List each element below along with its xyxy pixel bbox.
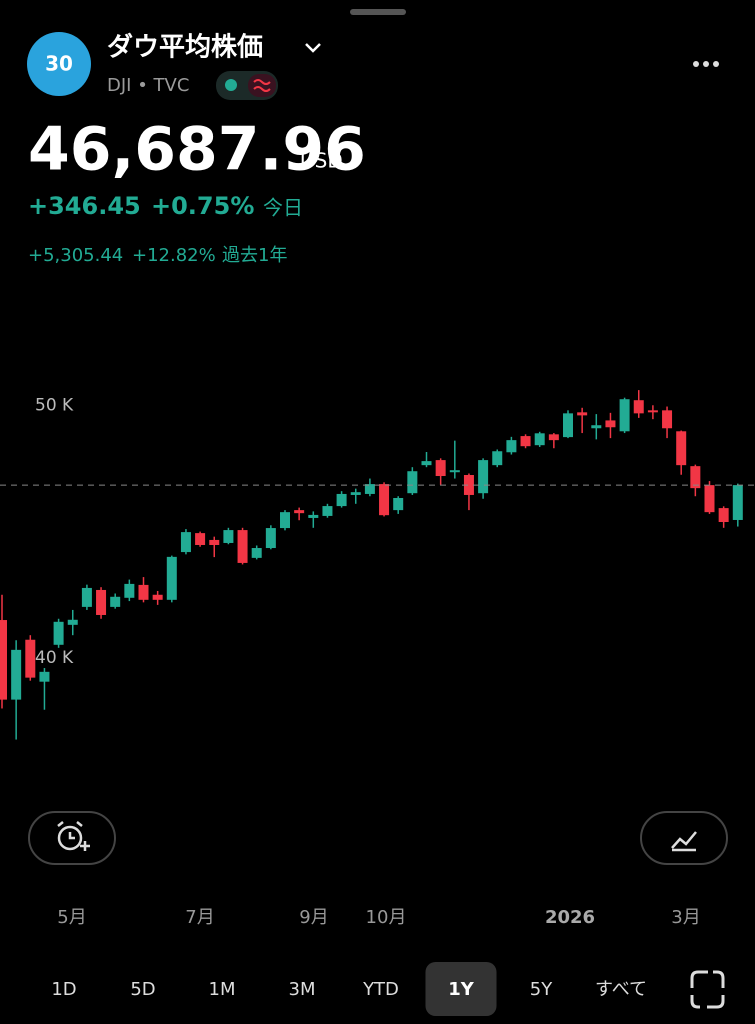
- candle-body: [407, 471, 418, 494]
- candle-body: [195, 533, 206, 545]
- candle-body: [506, 440, 517, 453]
- price: 46,687.96: [28, 115, 366, 185]
- candle-body: [449, 470, 460, 473]
- candle-body: [152, 594, 163, 600]
- chevron[interactable]: [305, 43, 321, 53]
- chart-style-icon: [671, 831, 697, 852]
- badge-text: 30: [45, 52, 73, 76]
- candle-body: [534, 433, 545, 446]
- candle-body: [435, 460, 446, 477]
- range-button[interactable]: 5Y: [530, 979, 553, 1000]
- candle-body: [520, 436, 531, 447]
- range-button[interactable]: 1D: [51, 979, 76, 1000]
- extended-icon: [253, 79, 271, 92]
- candle-body: [619, 399, 630, 432]
- range-button[interactable]: YTD: [362, 979, 399, 1000]
- exchange: DJI • TVC: [107, 75, 189, 96]
- range-button[interactable]: 1M: [209, 979, 236, 1000]
- symbol-title[interactable]: ダウ平均株価: [107, 32, 263, 63]
- fullscreen-button[interactable]: [690, 970, 725, 1009]
- candle-body: [591, 425, 602, 429]
- candle-body: [364, 484, 375, 494]
- candle-body: [223, 530, 234, 543]
- change: +346.45: [28, 192, 141, 220]
- x-tick-label: 2026: [545, 907, 595, 928]
- y-tick-label: 50 K: [35, 395, 74, 415]
- candle-body: [421, 461, 432, 466]
- candle-body: [336, 493, 347, 507]
- year-change: +5,305.44: [28, 245, 123, 266]
- range-button[interactable]: 1Y: [448, 979, 475, 1000]
- change-period: 今日: [263, 196, 303, 220]
- candle-body: [732, 485, 743, 520]
- plot: 40 K 50 K: [0, 390, 755, 740]
- candle-body: [25, 639, 36, 678]
- candle-body: [237, 530, 248, 563]
- currency: USD: [300, 149, 343, 173]
- candle-body: [605, 420, 616, 428]
- candle-body: [294, 510, 305, 514]
- market-dot: [225, 79, 237, 91]
- candle-body: [209, 539, 220, 545]
- change-pct: +0.75%: [151, 192, 254, 220]
- candle-body: [166, 556, 177, 600]
- candle-body: [67, 619, 78, 625]
- candle-body: [350, 492, 361, 495]
- candle-body: [393, 497, 404, 511]
- candle-body: [11, 649, 22, 700]
- x-tick-label: 9月: [299, 907, 328, 928]
- candle-body: [308, 514, 319, 518]
- range-button[interactable]: 5D: [130, 979, 155, 1000]
- candle-body: [124, 583, 135, 598]
- candle-body: [53, 621, 64, 645]
- y-tick-label: 40 K: [35, 648, 74, 668]
- candle-body: [548, 434, 559, 441]
- x-tick-label: 7月: [185, 907, 214, 928]
- candle-body: [478, 460, 489, 494]
- range-button[interactable]: すべて: [595, 979, 647, 1000]
- alert-icon: [57, 821, 90, 851]
- candle-body: [718, 508, 729, 522]
- x-tick-label: 5月: [57, 907, 86, 928]
- candle-body: [110, 596, 121, 607]
- candle-body: [492, 451, 503, 466]
- more-menu[interactable]: [693, 61, 719, 67]
- candle-body: [180, 532, 191, 553]
- x-tick-label: 3月: [671, 907, 700, 928]
- candle-body: [577, 412, 588, 416]
- candle-body: [39, 671, 50, 682]
- selected-range-bg: [425, 962, 497, 1016]
- alert-button[interactable]: [28, 811, 116, 865]
- year-period: 過去1年: [222, 245, 287, 266]
- candle-body: [379, 484, 390, 516]
- candle-body: [563, 413, 573, 438]
- badge: [27, 32, 91, 96]
- candle-body: [265, 528, 276, 549]
- candle-body: [280, 512, 290, 529]
- candle-body: [0, 620, 7, 700]
- candle-body: [322, 506, 333, 516]
- candle-body: [647, 410, 658, 413]
- extended-icon-bg: [248, 74, 276, 97]
- year-change-pct: +12.82%: [132, 245, 216, 266]
- candle-body: [633, 400, 644, 414]
- candle-body: [676, 431, 687, 466]
- candle-body: [662, 410, 673, 429]
- x-tick-label: 10月: [366, 907, 407, 928]
- candle-body: [96, 589, 107, 615]
- candle-body: [704, 485, 715, 513]
- candle-body: [690, 466, 701, 489]
- range-button[interactable]: 3M: [289, 979, 316, 1000]
- chart-style-button[interactable]: [640, 811, 728, 865]
- candle-body: [81, 587, 92, 607]
- candle-body: [138, 584, 149, 600]
- candle-body: [463, 475, 474, 495]
- candle-body: [251, 548, 262, 558]
- drag-handle[interactable]: [350, 9, 406, 15]
